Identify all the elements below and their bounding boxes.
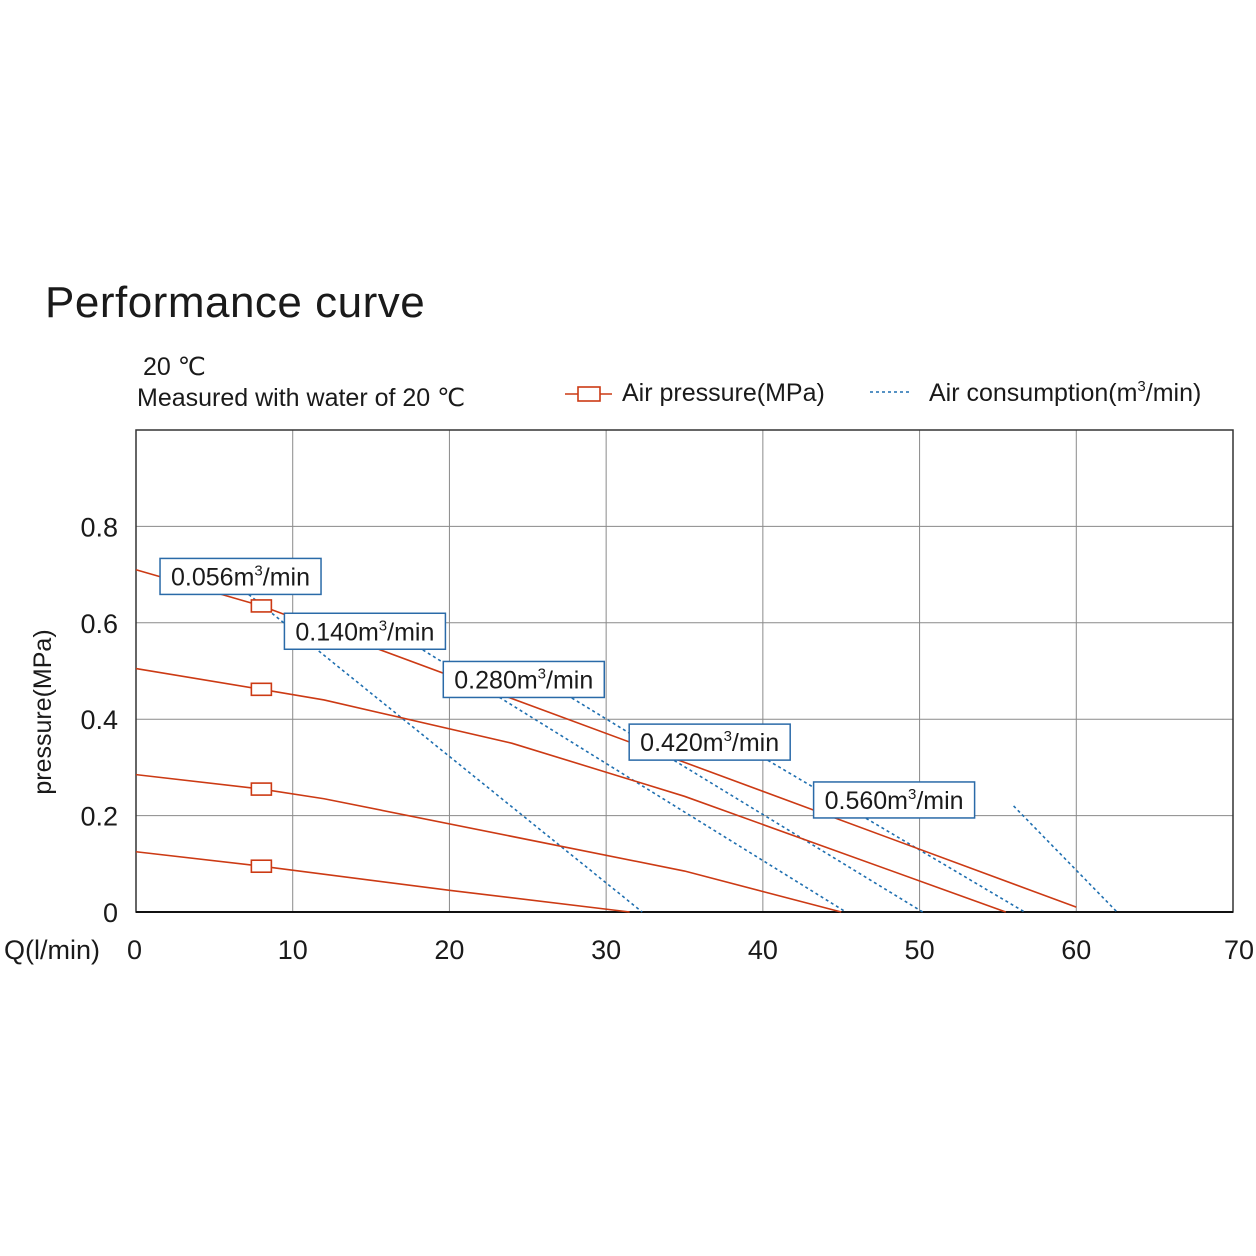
consumption-label: 0.280m3/min	[442, 660, 606, 699]
pressure-curve	[135, 773, 842, 913]
consumption-curve	[1013, 805, 1118, 913]
legend-consumption-text: Air consumption(m3/min)	[929, 378, 1201, 407]
y-axis-label: pressure(MPa)	[29, 629, 57, 794]
consumption-label-box	[812, 781, 976, 819]
consumption-label: 0.056m3/min	[159, 557, 322, 596]
consumption-label-text: 0.056m3/min	[171, 562, 310, 591]
consumption-label: 0.140m3/min	[283, 612, 447, 651]
chart-title: Performance curve	[45, 278, 426, 327]
pressure-marker	[250, 599, 273, 613]
y-tick-label: 0.8	[80, 512, 118, 542]
x-tick-label: 40	[748, 935, 778, 965]
consumption-label-text: 0.560m3/min	[825, 786, 964, 815]
legend: Air pressure(MPa) Air consumption(m3/min)	[565, 378, 1201, 407]
x-tick-label: 20	[434, 935, 464, 965]
consumption-curve	[550, 684, 924, 913]
legend-pressure-marker	[577, 386, 601, 402]
x-tick-label: 30	[591, 935, 621, 965]
measurement-note: Measured with water of 20 ℃	[137, 384, 466, 412]
pressure-marker	[250, 859, 273, 874]
consumption-curve	[229, 578, 643, 913]
consumption-label-box	[159, 557, 322, 596]
x-tick-label: 0	[127, 935, 142, 965]
consumption-label-box	[283, 612, 447, 651]
plot-frame	[135, 429, 1234, 913]
consumption-label: 0.420m3/min	[628, 723, 791, 761]
y-tick-label: 0.4	[80, 705, 118, 735]
consumption-label-text: 0.280m3/min	[454, 665, 593, 694]
consumption-labels: 0.056m3/min 0.140m3/min 0.280m3/min 0.420m3…	[159, 557, 976, 819]
x-tick-label: 50	[905, 935, 935, 965]
consumption-label: 0.560m3/min	[812, 781, 976, 819]
x-axis-label: Q(l/min)	[4, 935, 100, 965]
consumption-label-box	[628, 723, 791, 761]
x-tick-label: 10	[278, 935, 308, 965]
pressure-marker	[250, 682, 273, 697]
legend-pressure-text: Air pressure(MPa)	[622, 379, 825, 407]
grid	[135, 429, 1234, 913]
consumption-label-box	[442, 660, 606, 699]
pressure-curve	[135, 667, 1007, 913]
consumption-label-text: 0.420m3/min	[640, 728, 779, 757]
temperature-label: 20 ℃	[143, 353, 206, 381]
x-tick-label: 60	[1061, 935, 1091, 965]
pressure-marker	[250, 782, 273, 796]
y-tick-label: 0	[103, 898, 118, 928]
y-tick-label: 0.6	[80, 609, 118, 639]
y-tick-label: 0.2	[80, 802, 118, 832]
axes: 0 0.2 0.4 0.6 0.8 0 10 20 30 40 50 60 70 Q(l/min) pres…	[4, 512, 1254, 965]
consumption-label-text: 0.140m3/min	[295, 617, 434, 646]
x-tick-label: 70	[1224, 935, 1254, 965]
pressure-curve	[135, 850, 630, 913]
